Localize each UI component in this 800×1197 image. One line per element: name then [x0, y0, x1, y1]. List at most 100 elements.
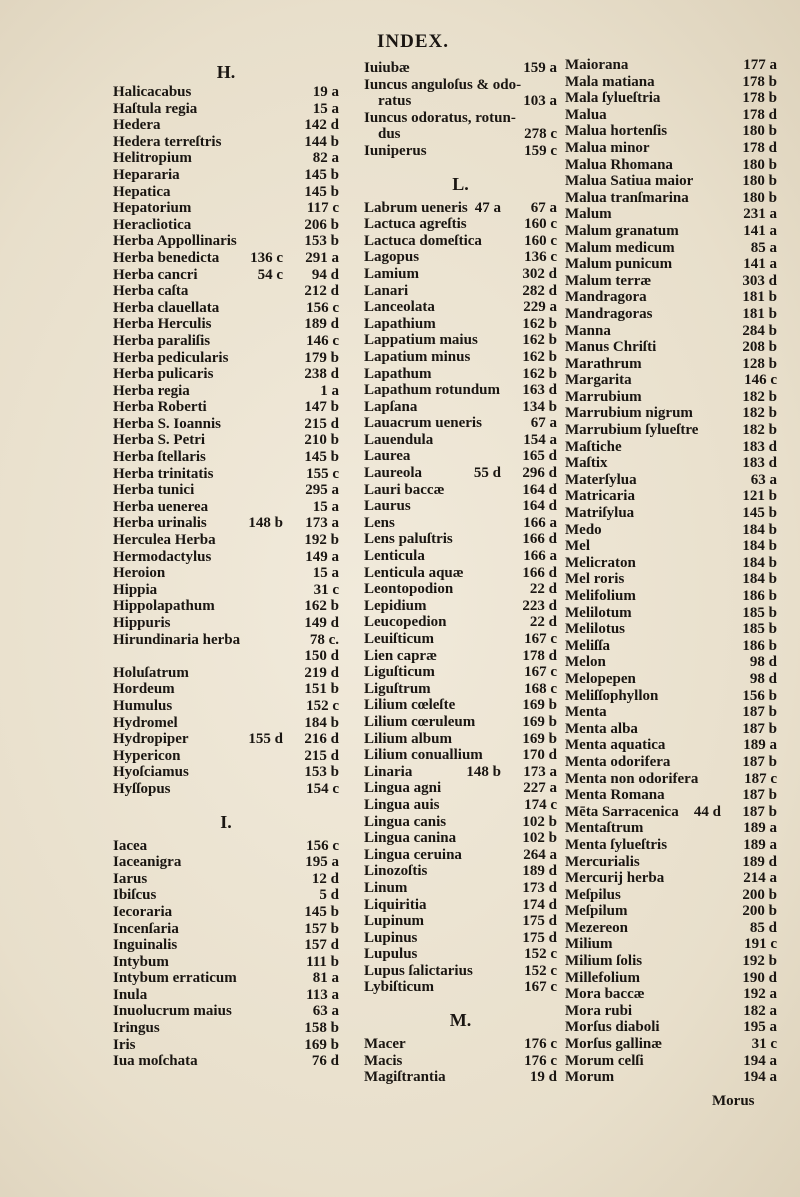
entry-page-reference: 180 b: [742, 156, 777, 173]
entry-page-reference: 154 a: [523, 431, 557, 448]
index-entry: Mel roris 184 b: [565, 571, 777, 588]
index-entry: Intybum 111 b: [113, 954, 339, 971]
entry-term: Mentaſtrum: [565, 820, 644, 837]
index-entry: Lingua ceruina 264 a: [364, 847, 557, 864]
index-entry: Menta alba 187 b: [565, 721, 777, 738]
entry-term: Mel: [565, 538, 590, 555]
entry-page-reference: 173 a: [523, 763, 557, 780]
entry-term: Herba Appollinaris: [113, 233, 237, 250]
index-entry: Herculea Herba 192 b: [113, 532, 339, 549]
index-entry: Lien capræ 178 d: [364, 648, 557, 665]
index-entry: Hydropiper 155 d 216 d: [113, 731, 339, 748]
entry-page-reference: 98 d: [749, 654, 777, 671]
index-entry: Herba pedicularis 179 b: [113, 350, 339, 367]
entry-page-reference: 178 d: [522, 647, 557, 664]
entry-page-reference: 162 b: [522, 332, 557, 349]
index-entry: 150 d: [113, 648, 339, 665]
entry-page-reference: 31 c: [751, 1036, 777, 1053]
entry-additional-reference: 136 c: [250, 249, 283, 266]
entry-term: Marathrum: [565, 355, 642, 372]
entry-page-reference: 158 b: [304, 1020, 339, 1037]
entry-term: Matricaria: [565, 488, 635, 505]
entry-page-reference: 149 d: [304, 615, 339, 631]
entry-term: Hermodactylus: [113, 548, 212, 565]
entry-page-reference: 192 a: [743, 986, 777, 1003]
index-entry: Lenticula 166 a: [364, 548, 557, 565]
entry-term: Melopepen: [565, 670, 636, 687]
entry-term: Iuncus anguloſus & odo-: [364, 76, 522, 93]
index-entry: Lapatium minus 162 b: [364, 349, 557, 366]
entry-page-reference: 141 a: [743, 222, 777, 239]
entry-page-reference: 200 b: [742, 886, 777, 903]
index-entry: Mora rubi 182 a: [565, 1003, 777, 1020]
index-entry: Mandragora 181 b: [565, 289, 777, 306]
index-entry: Margarita 146 c: [565, 372, 777, 389]
index-entry: Lagopus 136 c: [364, 249, 557, 266]
index-entry: Haſtula regia 15 a: [113, 101, 339, 118]
entry-page-reference: 113 a: [306, 986, 339, 1003]
entry-page-reference: 151 b: [304, 681, 339, 698]
entry-page-reference: 103 a: [523, 93, 557, 110]
entry-page-reference: 162 b: [522, 365, 557, 382]
entry-page-reference: 162 b: [522, 315, 557, 332]
index-entry: Lens paluſtris 166 d: [364, 531, 557, 548]
entry-term: Hepatica: [113, 183, 171, 200]
entry-term: Morum celſi: [565, 1052, 644, 1069]
entry-term: Mora rubi: [565, 1002, 633, 1019]
entry-page-reference: 295 a: [305, 482, 339, 499]
entry-term: Macis: [364, 1052, 403, 1069]
entry-term: Lapatium minus: [364, 348, 471, 365]
entry-page-reference: 155 c: [306, 465, 339, 482]
entry-term: Herba Herculis: [113, 316, 212, 333]
entry-term: Herba uenerea: [113, 498, 209, 515]
index-entry: Liquiritia 174 d: [364, 897, 557, 914]
index-entry: Heracliotica 206 b: [113, 217, 339, 234]
entry-page-reference: 15 a: [312, 498, 339, 515]
entry-page-reference: 1 a: [320, 382, 339, 399]
entry-page-reference: 278 c: [524, 126, 557, 143]
entry-term: Leontopodion: [364, 581, 454, 598]
entry-term: Herba pedicularis: [113, 349, 229, 366]
index-entry: Iaceanigra 195 a: [113, 854, 339, 871]
entry-term: Hirundinaria herba: [113, 631, 241, 648]
entry-page-reference: 238 d: [304, 366, 339, 383]
entry-page-reference: 184 b: [742, 521, 777, 538]
entry-page-reference: 191 c: [744, 936, 777, 953]
index-entry: Menta Romana 187 b: [565, 787, 777, 804]
index-entry: Iecoraria 145 b: [113, 904, 339, 921]
index-entry: Lens 166 a: [364, 515, 557, 532]
entry-page-reference: 187 b: [742, 704, 777, 721]
entry-page-reference: 214 a: [743, 870, 777, 887]
entry-term: Linaria: [364, 763, 413, 780]
index-entry: Herba S. Ioannis 215 d: [113, 416, 339, 433]
entry-term: Malua Rhomana: [565, 156, 673, 173]
entry-term: Lamium: [364, 265, 420, 282]
entry-term: Iuniperus: [364, 142, 427, 159]
entry-page-reference: 215 d: [304, 747, 339, 764]
entry-term: Lupinus: [364, 929, 418, 946]
index-entry: Hedera 142 d: [113, 117, 339, 134]
entry-page-reference: 146 c: [306, 332, 339, 349]
index-entry: Melopepen 98 d: [565, 671, 777, 688]
index-entry: Herba Herculis 189 d: [113, 316, 339, 333]
index-entry: Marrubium nigrum 182 b: [565, 405, 777, 422]
entry-term: Hydropiper: [113, 731, 189, 748]
index-entry: Hyſſopus 154 c: [113, 781, 339, 798]
entry-page-reference: 173 a: [305, 515, 339, 532]
index-entry: Meliſſophyllon 156 b: [565, 688, 777, 705]
index-entry: Maſtix 183 d: [565, 455, 777, 472]
entry-page-reference: 5 d: [319, 887, 339, 904]
index-entry: Melon 98 d: [565, 654, 777, 671]
index-entry: Lappatium maius 162 b: [364, 332, 557, 349]
index-entry: Hippolapathum 162 b: [113, 598, 339, 615]
index-entry: Mercurialis 189 d: [565, 854, 777, 871]
index-entry: Mandragoras 181 b: [565, 306, 777, 323]
index-entry: Mora baccæ 192 a: [565, 986, 777, 1003]
index-entry: Matricaria 121 b: [565, 488, 777, 505]
entry-term: Humulus: [113, 697, 173, 714]
entry-term: Magiſtrantia: [364, 1069, 446, 1086]
section-letter-heading: I.: [220, 811, 232, 832]
entry-page-reference: 152 c: [524, 946, 557, 963]
entry-page-reference: 157 b: [304, 920, 339, 937]
index-entry: Laurea 165 d: [364, 448, 557, 465]
